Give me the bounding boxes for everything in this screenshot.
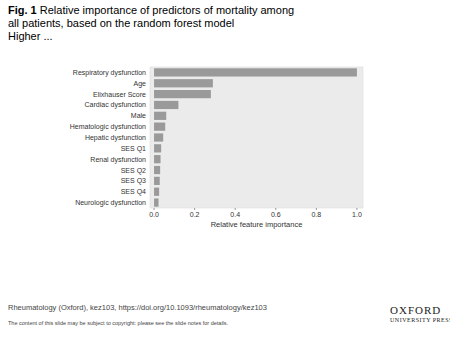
bar [154, 79, 213, 87]
category-label: Elixhauser Score [93, 91, 146, 98]
category-label: Hepatic dysfunction [85, 134, 146, 142]
category-label: SES Q4 [121, 188, 146, 196]
tick-label: 0.2 [190, 211, 200, 218]
category-label: Hematologic dysfunction [70, 123, 146, 131]
bar [154, 166, 160, 174]
tick-mark [356, 208, 357, 210]
chart: Respiratory dysfunction Age Elixhauser Sco… [0, 0, 450, 300]
notice: The content of this slide may be subject… [8, 320, 228, 326]
tick-mark [194, 208, 195, 210]
citation: Rheumatology (Oxford), kez103, https://d… [8, 303, 267, 312]
bar [154, 112, 166, 120]
tick-mark [235, 208, 236, 210]
category-label: Neurologic dysfunction [75, 199, 146, 207]
figure-subtitle: Higher ... [8, 30, 53, 43]
publisher-logo: OXFORD [390, 304, 441, 316]
plot-area [150, 67, 363, 208]
bar [154, 90, 211, 98]
tick-label: 0.4 [230, 211, 240, 218]
bar [154, 198, 158, 206]
tick-label: 0.0 [149, 211, 159, 218]
category-label: SES Q3 [121, 177, 146, 185]
tick-mark [154, 208, 155, 210]
category-label: Respiratory dysfunction [73, 69, 146, 77]
bar [154, 177, 160, 185]
bar [154, 144, 161, 152]
category-label: Male [131, 112, 146, 119]
category-label: Renal dysfunction [90, 156, 146, 164]
tick-mark [316, 208, 317, 210]
figure-title: Fig. 1 Relative importance of predictors… [8, 4, 308, 30]
tick-label: 0.8 [311, 211, 321, 218]
bars [154, 68, 357, 206]
category-label: SES Q2 [121, 167, 146, 175]
figure-title-text: Relative importance of predictors of mor… [8, 4, 294, 29]
bar [154, 101, 178, 109]
tick-label: 1.0 [352, 211, 362, 218]
figure-label: Fig. 1 [8, 4, 37, 16]
bar [154, 68, 357, 76]
category-label: SES Q1 [121, 145, 146, 153]
bar [154, 133, 163, 141]
bar [154, 123, 165, 131]
category-label: Age [134, 80, 147, 88]
x-axis-label: Relative feature importance [211, 220, 303, 229]
bar [154, 155, 160, 163]
category-label: Cardiac dysfunction [85, 101, 147, 109]
tick-mark [275, 208, 276, 210]
publisher-logo-sub: UNIVERSITY PRESS [390, 317, 450, 323]
bar [154, 188, 159, 196]
tick-label: 0.6 [271, 211, 281, 218]
